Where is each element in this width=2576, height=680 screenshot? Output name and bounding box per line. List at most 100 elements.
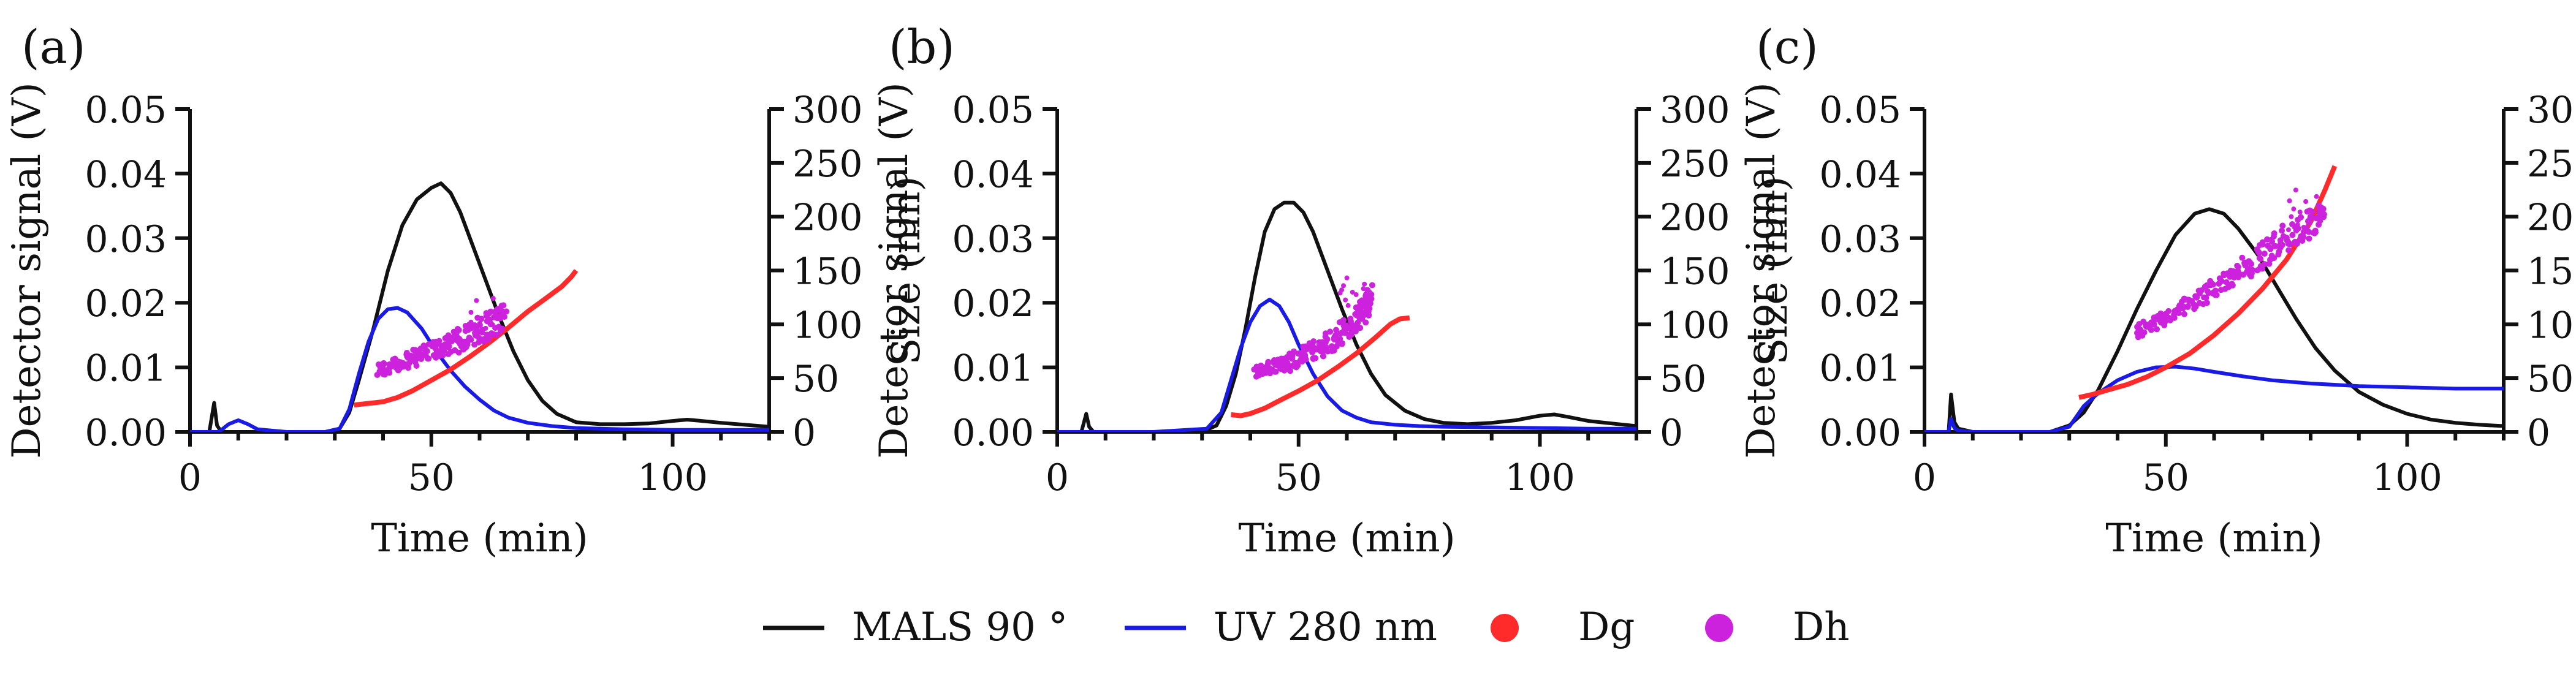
dh-point xyxy=(2293,240,2300,246)
dh-point xyxy=(2287,241,2294,247)
dh-point xyxy=(2261,251,2268,257)
dh-point xyxy=(1353,328,1359,334)
x-tick-label: 100 xyxy=(2372,456,2442,499)
y-axis-label: Detector signal (V) xyxy=(872,82,917,458)
y-tick-label: 0.05 xyxy=(85,89,167,132)
dh-point xyxy=(386,366,392,372)
dh-point xyxy=(2279,222,2286,229)
dh-point xyxy=(413,363,420,369)
dh-point xyxy=(1348,331,1354,338)
uv-series-line xyxy=(190,306,769,432)
y2-tick-label: 50 xyxy=(2527,358,2574,401)
dh-point xyxy=(2317,213,2323,219)
dh-point xyxy=(2271,255,2278,262)
y-tick-label: 0.01 xyxy=(85,347,167,390)
dh-point xyxy=(478,315,485,322)
y-tick-label: 0.02 xyxy=(1819,282,1901,325)
dh-point xyxy=(2218,278,2225,284)
dh-point xyxy=(498,307,504,314)
dh-point xyxy=(1369,282,1375,289)
dh-point xyxy=(468,336,474,343)
dh-point xyxy=(2181,311,2187,317)
y-tick-label: 0.00 xyxy=(952,412,1034,455)
dh-point xyxy=(2318,204,2325,211)
dh-point xyxy=(2285,227,2291,233)
dh-point xyxy=(1363,307,1370,314)
dh-point xyxy=(1337,336,1343,342)
dh-point xyxy=(1342,329,1348,336)
dh-point xyxy=(1312,355,1319,361)
dh-point xyxy=(2213,292,2220,298)
y2-tick-label: 0 xyxy=(792,412,816,455)
legend-item-dh: Dh xyxy=(1705,605,1850,650)
dh-point xyxy=(2298,214,2304,221)
dh-point xyxy=(2229,282,2236,289)
legend-label: UV 280 nm xyxy=(1214,605,1437,650)
dh-point xyxy=(2184,303,2191,310)
dh-point xyxy=(2283,235,2290,241)
dh-point xyxy=(2303,198,2309,204)
dh-point xyxy=(2141,329,2148,336)
x-tick-label: 100 xyxy=(1505,456,1575,499)
panel-label: (b) xyxy=(889,20,955,74)
dh-point xyxy=(435,338,442,345)
y2-tick-label: 100 xyxy=(2527,304,2576,347)
dh-point xyxy=(2309,208,2316,215)
dh-point xyxy=(1272,368,1279,375)
dh-point xyxy=(1353,292,1359,297)
dh-point xyxy=(454,326,461,333)
dh-point xyxy=(1310,338,1317,345)
dh-point xyxy=(2314,194,2319,199)
y-tick-label: 0.04 xyxy=(85,153,167,196)
mals-series-line xyxy=(1057,200,1636,432)
y-tick-label: 0.00 xyxy=(1819,412,1901,455)
dh-point xyxy=(2259,241,2266,247)
dh-point xyxy=(421,342,428,349)
dh-point xyxy=(498,303,505,309)
dh-point xyxy=(2186,298,2192,304)
dh-point xyxy=(495,331,500,337)
dh-point xyxy=(2289,214,2294,219)
y2-tick-label: 250 xyxy=(1660,143,1730,186)
dh-point xyxy=(2279,227,2285,234)
mals-series-line xyxy=(190,181,769,432)
dh-point xyxy=(390,362,397,369)
dh-point xyxy=(2275,251,2282,258)
x-tick-label: 50 xyxy=(1275,456,1322,499)
dh-point xyxy=(1367,312,1372,317)
dh-point xyxy=(1347,315,1354,322)
chart-panel-2: (b) 0.00 0.01 0.02 0.03 0.04 0.05 0 50 100 150 200 2… xyxy=(872,20,1796,561)
dh-point xyxy=(2235,274,2242,281)
dh-point xyxy=(1357,325,1364,331)
dh-point xyxy=(2269,238,2276,245)
dh-point xyxy=(490,296,496,301)
dh-point xyxy=(2306,235,2312,242)
y2-tick-label: 100 xyxy=(792,304,863,347)
y-tick-label: 0.03 xyxy=(952,218,1034,261)
dh-point xyxy=(1301,353,1307,360)
y2-tick-label: 250 xyxy=(2527,143,2576,186)
dh-point xyxy=(1363,292,1369,297)
dh-point xyxy=(2148,327,2154,333)
dh-point xyxy=(2300,233,2307,240)
y2-tick-label: 150 xyxy=(792,251,863,293)
dh-point xyxy=(425,355,432,362)
dh-point xyxy=(1362,281,1367,287)
legend-item-mals: MALS 90 ° xyxy=(763,605,1068,650)
dh-point xyxy=(1350,289,1355,295)
dh-point xyxy=(1365,304,1370,309)
legend-label: Dh xyxy=(1793,605,1850,650)
y-tick-label: 0.05 xyxy=(1819,89,1901,132)
y-tick-label: 0.01 xyxy=(952,347,1034,390)
y2-tick-label: 0 xyxy=(1660,412,1683,455)
y2-axis-label: Size (nm) xyxy=(884,176,929,365)
dh-legend-swatch xyxy=(1705,614,1733,642)
dh-point xyxy=(2271,230,2278,237)
dh-point xyxy=(1293,364,1300,371)
dh-point xyxy=(403,361,409,368)
dh-point xyxy=(1344,275,1350,281)
dh-point xyxy=(2293,187,2298,193)
dh-point xyxy=(474,298,479,303)
dh-point xyxy=(2297,210,2303,215)
x-tick-label: 100 xyxy=(637,456,708,499)
